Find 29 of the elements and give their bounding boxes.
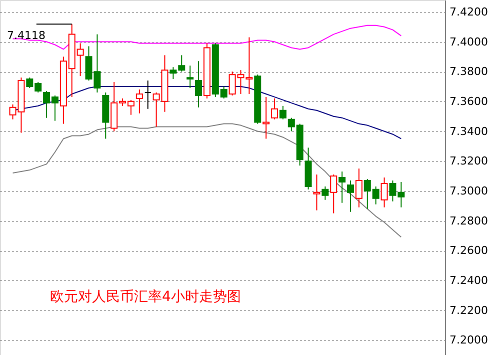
- candlestick: [271, 98, 278, 120]
- y-tick-label: 7.3000: [450, 184, 488, 198]
- candlestick: [330, 174, 338, 214]
- candlestick: [279, 105, 286, 120]
- y-tick-label: 7.2600: [450, 244, 488, 258]
- candlestick: [380, 177, 388, 208]
- candlestick: [144, 80, 152, 110]
- candlestick: [338, 171, 346, 204]
- annotation: 欧元对人民币汇率4小时走势图: [50, 289, 241, 305]
- y-tick-label: 7.3800: [450, 65, 488, 78]
- annotation: 7.4118: [7, 29, 46, 42]
- y-tick-label: 7.2400: [450, 274, 488, 287]
- line-series: [12, 123, 402, 238]
- candlestick: [262, 96, 270, 140]
- candlestick: [322, 186, 329, 200]
- candlestick: [195, 60, 202, 108]
- y-tick-label: 7.2200: [450, 304, 488, 317]
- y-tick-label: 7.4000: [450, 35, 488, 48]
- candlestick: [347, 180, 354, 212]
- candlestick: [186, 65, 194, 89]
- y-tick-label: 7.2000: [450, 334, 488, 347]
- candlestick: [136, 88, 143, 114]
- candlestick: [355, 168, 362, 208]
- y-tick-label: 7.3200: [450, 154, 488, 168]
- candlestick: [313, 174, 320, 211]
- y-tick-label: 7.3600: [450, 94, 488, 108]
- y-tick-label: 7.2800: [450, 214, 488, 228]
- y-tick-label: 7.4200: [450, 5, 488, 18]
- y-tick-label: 7.3400: [450, 124, 488, 138]
